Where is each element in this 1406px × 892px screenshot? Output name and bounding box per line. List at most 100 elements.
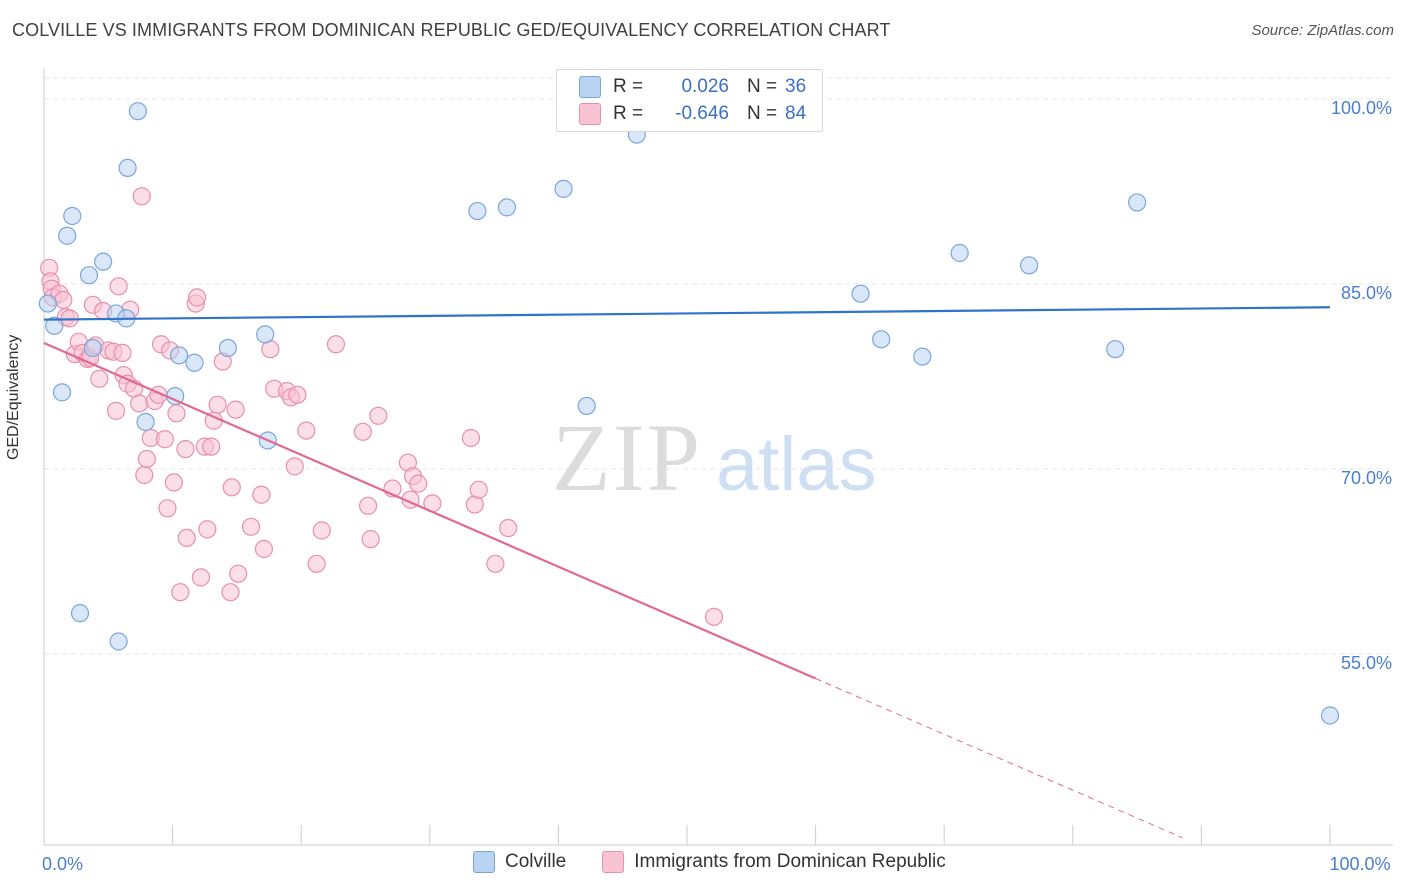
data-point-colville [554, 179, 573, 198]
legend-n-value: 36 [785, 76, 807, 97]
legend-n-label: N = [747, 76, 778, 97]
data-point-dominican [109, 277, 128, 296]
data-point-colville [577, 396, 596, 416]
data-point-dominican [222, 478, 241, 497]
legend-r-label: R = [613, 76, 644, 97]
legend-swatch-pink [579, 103, 601, 125]
trend-line-colville [43, 306, 1331, 321]
watermark-atlas: atlas [716, 422, 877, 507]
data-point-dominican [177, 528, 196, 548]
data-point-colville [468, 201, 487, 221]
data-point-colville [872, 330, 891, 349]
data-point-colville [497, 198, 517, 217]
legend-swatch-blue [579, 76, 601, 98]
x-tick-label: 0.0% [42, 854, 83, 874]
x-tick-label: 100.0% [1329, 854, 1390, 874]
data-point-dominican [130, 394, 149, 413]
legend-r-value: 0.026 [681, 76, 729, 97]
legend-r-value: -0.646 [675, 103, 729, 124]
legend-swatch-dominican [602, 851, 625, 873]
trend-line-dominican [43, 342, 817, 680]
trend-lines [43, 306, 1331, 839]
data-point-colville [913, 347, 932, 366]
data-point-colville [118, 158, 137, 177]
data-point-colville [169, 346, 189, 365]
data-point-dominican [254, 539, 274, 559]
data-point-colville [45, 316, 64, 335]
axes [43, 68, 1393, 846]
data-point-colville [79, 266, 99, 285]
data-point-dominican [90, 369, 109, 388]
data-point-dominican [369, 406, 388, 425]
y-axis-label: GED/Equivalency [5, 334, 22, 460]
data-point-colville [128, 102, 147, 121]
data-point-dominican [486, 554, 505, 573]
series-legend: Colville Immigrants from Dominican Repub… [473, 851, 946, 873]
y-tick-label: 100.0% [1331, 98, 1392, 118]
watermark-zip: ZIP [552, 404, 702, 511]
data-point-dominican [54, 290, 73, 309]
data-point-dominican [221, 583, 240, 602]
data-point-colville [1019, 256, 1039, 275]
data-point-dominican [113, 343, 132, 362]
data-point-dominican [226, 400, 245, 419]
data-point-dominican [358, 496, 378, 515]
source-label: Source: ZipAtlas.com [1251, 22, 1394, 39]
watermark: ZIP atlas [552, 404, 877, 511]
data-point-dominican [704, 607, 724, 626]
chart-title: COLVILLE VS IMMIGRANTS FROM DOMINICAN RE… [12, 20, 891, 40]
data-point-dominican [252, 485, 271, 504]
data-point-colville [52, 383, 72, 402]
trend-line-dominican [815, 678, 1183, 839]
series-colville-points [38, 88, 1340, 725]
data-point-dominican [353, 422, 373, 441]
legend-label-colville: Colville [505, 851, 567, 872]
data-point-dominican [285, 457, 304, 476]
data-point-dominican [135, 465, 154, 485]
data-point-dominican [132, 187, 151, 206]
data-point-colville [94, 252, 113, 271]
data-point-dominican [158, 499, 177, 518]
data-point-colville [109, 632, 128, 651]
data-point-dominican [202, 437, 221, 456]
data-point-dominican [137, 449, 156, 469]
data-point-dominican [198, 520, 217, 539]
legend-n-label: N = [747, 103, 778, 124]
data-point-dominican [241, 517, 261, 536]
data-point-colville [1127, 193, 1147, 212]
data-point-dominican [176, 440, 195, 459]
data-point-colville [70, 604, 90, 623]
data-point-dominican [307, 554, 326, 573]
data-point-dominican [288, 385, 307, 404]
data-point-colville [1320, 706, 1340, 725]
data-point-dominican [297, 421, 316, 440]
legend-label-dominican: Immigrants from Dominican Republic [634, 851, 946, 872]
legend-r-label: R = [613, 103, 644, 124]
data-point-colville [256, 325, 275, 344]
y-tick-label: 70.0% [1341, 468, 1392, 488]
data-point-dominican [171, 583, 190, 602]
grid-lines [44, 77, 1393, 655]
data-point-dominican [312, 521, 331, 540]
data-point-dominican [409, 474, 428, 493]
data-point-dominican [361, 530, 380, 549]
data-point-colville [851, 284, 870, 303]
data-point-dominican [499, 518, 518, 538]
data-point-colville [58, 226, 77, 245]
data-point-dominican [326, 335, 346, 354]
legend-row-colville: R = 0.026 N = 36 [579, 74, 806, 100]
y-tick-label: 85.0% [1341, 283, 1392, 303]
data-point-colville [83, 338, 102, 358]
y-tick-label: 55.0% [1341, 653, 1392, 673]
data-point-dominican [461, 428, 481, 448]
data-point-colville [185, 353, 204, 372]
data-point-colville [218, 338, 237, 358]
data-point-dominican [191, 568, 210, 587]
data-point-dominican [187, 288, 207, 307]
data-point-dominican [164, 473, 183, 492]
legend-row-dominican: R = -0.646 N = 84 [579, 101, 806, 127]
series-dominican-points [40, 187, 724, 626]
tick-labels: 55.0% 70.0% 85.0% 100.0% 0.0% 100.0% [42, 98, 1392, 874]
data-point-dominican [106, 401, 126, 420]
